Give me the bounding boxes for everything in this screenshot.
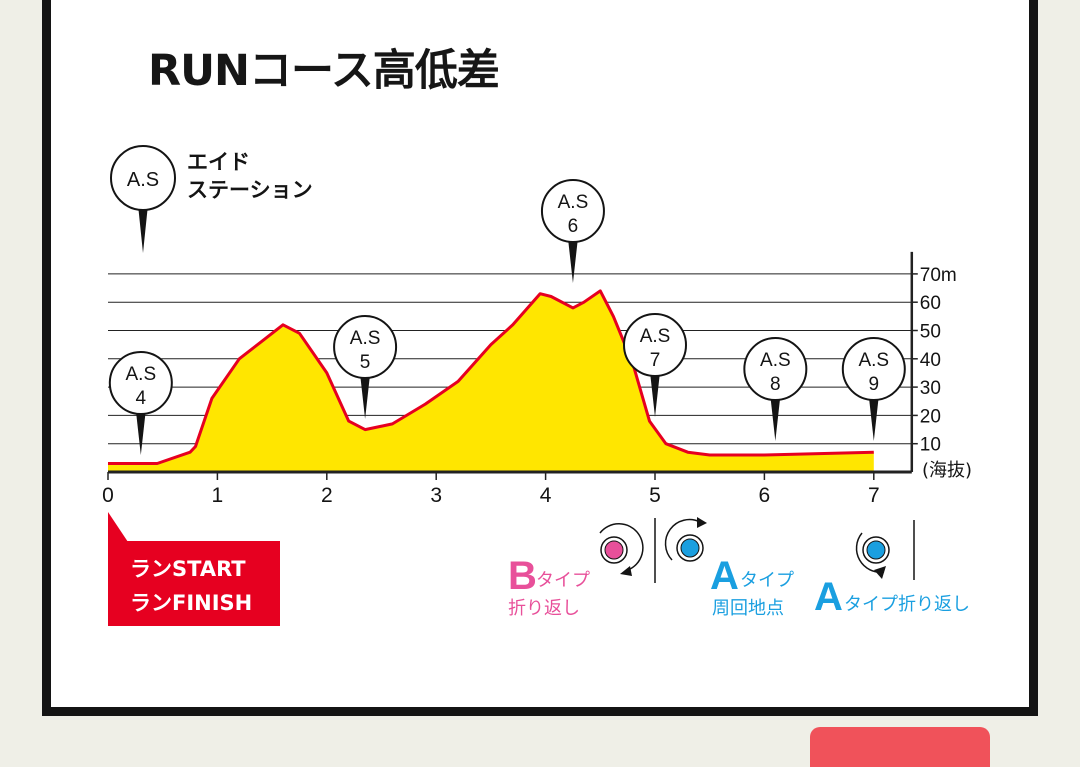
a-type-label: タイプ xyxy=(740,570,794,591)
start-finish-flag xyxy=(108,512,128,542)
legend-text-line2: ステーション xyxy=(187,178,313,202)
x-tick-label-6: 6 xyxy=(759,484,771,507)
pin-badge xyxy=(108,351,173,415)
a-type-turn-label: タイプ折り返し xyxy=(844,594,970,615)
aid-station-legend: A.S エイド ステーション xyxy=(110,145,313,253)
pin-label: A.S xyxy=(350,328,381,349)
aid-station-pin-6: A.S 6 xyxy=(540,179,605,283)
pin-label: A.S xyxy=(558,192,589,213)
a-type-loop: A タイプ 周回地点 xyxy=(664,517,794,619)
pin-badge xyxy=(841,337,906,401)
pin-label: A.S xyxy=(640,326,671,347)
b-type-label: タイプ xyxy=(536,570,590,591)
y-tick-label-30: 30 xyxy=(920,378,941,399)
start-finish-marker: ランSTART ランFINISH xyxy=(108,512,280,626)
x-tick-label-3: 3 xyxy=(430,484,442,507)
start-finish-box xyxy=(108,541,280,626)
elevation-fill xyxy=(108,290,874,472)
pin-number: 8 xyxy=(770,374,781,395)
pin-label: A.S xyxy=(760,350,791,371)
aid-station-pin-9: A.S 9 xyxy=(841,337,906,441)
aid-station-pin-7: A.S 7 xyxy=(623,313,687,417)
legend-pin-badge xyxy=(110,145,176,211)
pin-label: A.S xyxy=(858,350,889,371)
a-type-turn-letter: A xyxy=(814,575,843,619)
y-tick-label-20: 20 xyxy=(920,406,941,427)
a-type-letter: A xyxy=(710,554,739,598)
x-tick-label-2: 2 xyxy=(321,484,333,507)
a-type-loop-dot xyxy=(680,538,700,558)
pin-number: 4 xyxy=(136,388,147,409)
legend-text-line1: エイド xyxy=(187,150,250,174)
b-type-turnaround: B タイプ 折り返し xyxy=(508,523,644,619)
pin-number: 5 xyxy=(360,352,371,373)
a-type-turn-dot xyxy=(866,540,886,560)
y-tick-label-40: 40 xyxy=(920,350,941,371)
b-type-dot xyxy=(604,540,624,560)
x-tick-label-4: 4 xyxy=(540,484,552,507)
x-tick-label-5: 5 xyxy=(649,484,661,507)
y-tick-label-10: 10 xyxy=(920,435,941,456)
pin-number: 6 xyxy=(568,216,579,237)
y-tick-label-70: 70m xyxy=(920,265,957,286)
elevation-area xyxy=(108,289,874,472)
x-tick-label-0: 0 xyxy=(102,484,114,507)
a-type-turnaround: A タイプ折り返し xyxy=(814,520,970,619)
pin-label: A.S xyxy=(126,364,157,385)
pin-badge xyxy=(540,179,605,243)
axes: 10 20 30 40 50 60 70m (海抜) 0 1 2 3 4 5 6 7 xyxy=(102,251,972,507)
b-type-sublabel: 折り返し xyxy=(508,598,580,619)
y-tick-label-50: 50 xyxy=(920,322,941,343)
elevation-line xyxy=(108,289,874,465)
x-tick-label-7: 7 xyxy=(868,484,880,507)
start-label: ランSTART xyxy=(130,557,246,581)
pin-badge xyxy=(333,315,398,379)
pin-badge xyxy=(623,313,687,377)
pin-badge xyxy=(743,337,808,401)
aid-station-pin-8: A.S 8 xyxy=(743,337,808,441)
aid-station-pin-4: A.S 4 xyxy=(108,351,173,455)
pin-number: 9 xyxy=(869,374,880,395)
legend-pin-label: A.S xyxy=(127,169,159,191)
floating-action-button[interactable] xyxy=(810,727,990,767)
y-tick-label-60: 60 xyxy=(920,293,941,314)
aid-station-pin-5: A.S 5 xyxy=(333,315,398,419)
pin-number: 7 xyxy=(650,350,661,371)
a-type-sublabel: 周回地点 xyxy=(712,598,784,619)
page-title: RUNコース高低差 xyxy=(148,46,500,96)
y-axis-unit-label: (海抜) xyxy=(922,460,972,481)
finish-label: ランFINISH xyxy=(130,591,252,615)
aid-stations: A.S 4 A.S 5 A.S 6 A.S 7 A.S 8 A.S 9 xyxy=(108,179,906,455)
x-tick-label-1: 1 xyxy=(212,484,224,507)
elevation-chart: A.S エイド ステーション 10 20 30 40 50 60 70m (海抜) 0 1 2 3 4 5… xyxy=(102,145,972,626)
b-type-letter: B xyxy=(508,554,537,598)
